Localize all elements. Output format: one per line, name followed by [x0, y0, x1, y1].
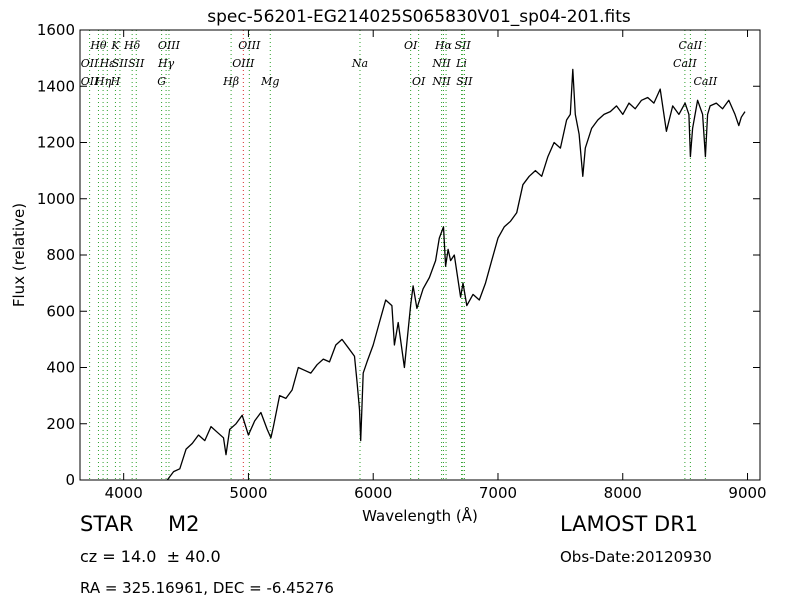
- line-label: Hα: [434, 39, 453, 52]
- line-label: CaII: [679, 39, 703, 52]
- line-label: Hδ: [123, 39, 141, 52]
- line-label: SII: [128, 57, 145, 70]
- chart-title: spec-56201-EG214025S065830V01_sp04-201.f…: [207, 7, 631, 27]
- line-label: OIII: [158, 39, 181, 52]
- line-label: OII: [81, 75, 99, 88]
- observation-date: Obs-Date:20120930: [560, 548, 712, 566]
- spectrum-series: [166, 68, 746, 481]
- line-label: OIII: [238, 39, 261, 52]
- line-label: Hβ: [222, 75, 239, 88]
- x-tick-label: 4000: [105, 484, 143, 502]
- line-label: Hθ: [89, 39, 107, 52]
- line-label: CaII: [673, 57, 697, 70]
- line-label: K: [110, 39, 120, 52]
- y-axis-label: Flux (relative): [10, 203, 28, 307]
- x-tick-label: 6000: [354, 484, 392, 502]
- line-label: Li: [455, 57, 467, 70]
- plot-frame: [79, 29, 761, 481]
- line-label: Na: [351, 57, 368, 70]
- object-subclass: M2: [168, 512, 200, 536]
- line-label: OIII: [232, 57, 255, 70]
- line-label: Hγ: [157, 57, 175, 70]
- survey-name: LAMOST DR1: [560, 512, 699, 536]
- y-tick-label: 0: [65, 471, 75, 489]
- spectrum-line: [166, 68, 746, 481]
- line-label: SII: [112, 57, 129, 70]
- y-tick-label: 1400: [37, 77, 75, 95]
- x-axis-label: Wavelength (Å): [362, 506, 478, 525]
- y-tick-label: 800: [46, 246, 75, 264]
- ra-dec-coordinates: RA = 325.16961, DEC = -6.45276: [80, 579, 334, 597]
- line-label: G: [157, 75, 166, 88]
- y-tick-label: 200: [46, 415, 75, 433]
- y-tick-label: 1000: [37, 190, 75, 208]
- line-label: NII: [431, 75, 451, 88]
- line-label: H: [110, 75, 121, 88]
- x-tick-label: 5000: [229, 484, 267, 502]
- y-tick-label: 1200: [37, 134, 75, 152]
- x-axis: 4000 5000 6000 7000 8000 9000: [105, 30, 767, 502]
- y-axis: 0 200 400 600 800 1000 1200 1400 1600: [37, 21, 760, 489]
- line-label: SII: [456, 75, 473, 88]
- emission-lines: OII OII Hθ Hη Hε K H SII Hδ SII G Hγ OIII Hβ OIII OIII M…: [81, 30, 718, 480]
- redshift-cz: cz = 14.0 ± 40.0: [80, 547, 221, 566]
- line-label: SII: [455, 39, 472, 52]
- line-label: CaII: [694, 75, 718, 88]
- line-label: OI: [412, 75, 426, 88]
- x-tick-label: 9000: [728, 484, 766, 502]
- y-tick-label: 400: [46, 359, 75, 377]
- x-tick-label: 8000: [604, 484, 642, 502]
- y-tick-label: 600: [46, 302, 75, 320]
- line-label: Hε: [99, 57, 116, 70]
- line-label: Hη: [94, 75, 112, 88]
- line-label: OII: [81, 57, 99, 70]
- line-label: NII: [431, 57, 451, 70]
- y-tick-label: 1600: [37, 21, 75, 39]
- object-class: STAR: [80, 512, 134, 536]
- x-tick-label: 7000: [479, 484, 517, 502]
- line-label: Mg: [260, 75, 279, 88]
- line-label: OI: [404, 39, 418, 52]
